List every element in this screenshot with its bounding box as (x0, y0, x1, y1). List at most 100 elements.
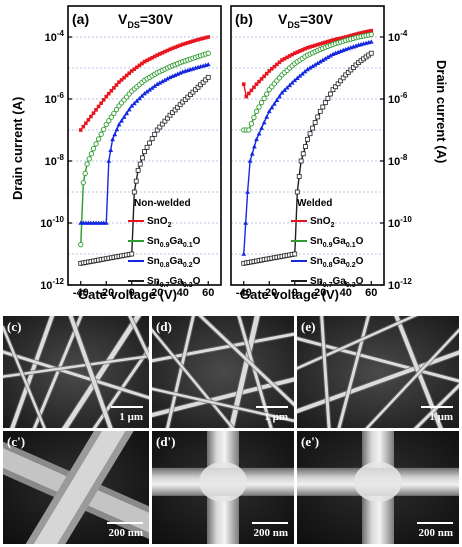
data-point (114, 83, 119, 87)
sem-micrograph-4: (c') 200 nm (3, 431, 149, 544)
data-point (247, 158, 253, 163)
data-point (356, 31, 361, 36)
data-point (251, 114, 257, 121)
data-point (279, 90, 285, 95)
data-point (348, 67, 354, 73)
data-point (353, 62, 359, 68)
data-point (331, 38, 335, 42)
data-point (177, 70, 183, 75)
data-point (300, 151, 306, 157)
data-point (198, 37, 203, 41)
data-point (259, 125, 264, 130)
series-SnO2 (241, 28, 374, 99)
series-Sn0.7Ga0.3O (78, 74, 211, 266)
nanofiber (297, 316, 418, 370)
y-tick-label: 10-12 (388, 277, 412, 292)
data-point (180, 42, 185, 47)
data-point (322, 56, 328, 61)
data-point (86, 118, 91, 122)
data-point (165, 48, 170, 53)
y-ticks-b: 10-12 10-10 10-8 10-6 10-4 (380, 29, 412, 292)
data-point (106, 158, 112, 163)
scale-bar-label: 1 μm (429, 411, 453, 423)
y-ticks-a: 10-12 10-10 10-8 10-6 10-4 (40, 29, 72, 292)
y-tick-label: 10-8 (45, 153, 65, 168)
data-point (86, 156, 92, 162)
data-point (266, 108, 272, 114)
legend-entry: Sn0.8Ga0.2O (310, 256, 364, 269)
data-point (126, 107, 132, 112)
data-point (147, 140, 153, 146)
y-axis-title-a: Drain current (A) (10, 97, 25, 200)
data-point (108, 147, 114, 152)
data-point (267, 69, 272, 73)
data-point (335, 81, 341, 87)
data-point (142, 59, 147, 64)
legend-entry: Sn0.9Ga0.1O (147, 236, 201, 249)
data-point (305, 45, 310, 50)
data-point (129, 251, 135, 257)
data-point (320, 57, 326, 62)
data-point (124, 110, 130, 116)
x-ticks-a: -40 -20 0 20 40 60 (73, 281, 214, 299)
data-point (305, 136, 310, 142)
data-point (149, 85, 155, 90)
data-point (341, 35, 345, 40)
data-point (205, 50, 211, 56)
data-point (351, 33, 356, 37)
data-point (300, 48, 305, 52)
x-tick-label: -20 (261, 287, 277, 299)
data-point (127, 71, 131, 76)
y-tick-label: 10-10 (40, 215, 64, 230)
y-tick-label: 10-4 (45, 29, 65, 44)
data-point (117, 80, 121, 84)
data-point (84, 121, 88, 126)
welded-junction (199, 461, 247, 502)
data-point (241, 251, 247, 256)
legend-entry: Sn0.7Ga0.3O (147, 276, 201, 289)
sem-micrograph-5: (d') 200 nm (152, 431, 294, 544)
legend-title: Welded (297, 198, 332, 209)
x-tick-label: -20 (98, 287, 114, 299)
plot-frame-b (230, 5, 385, 286)
data-point (249, 88, 254, 93)
data-point (165, 76, 170, 81)
data-point (275, 62, 279, 67)
data-point (112, 86, 116, 90)
data-point (246, 127, 252, 133)
data-point (338, 78, 344, 84)
data-point (193, 87, 198, 93)
data-point (312, 120, 318, 125)
data-point (350, 65, 356, 70)
data-point (187, 92, 193, 98)
nanofiber (62, 316, 142, 428)
data-point (152, 131, 158, 137)
data-point (354, 32, 358, 36)
data-point (285, 55, 289, 60)
data-point (152, 83, 158, 88)
micrograph-label: (c') (7, 434, 25, 449)
chart-panel-a: -40 -20 0 20 40 60 10-12 10-10 10-8 10-6 10-4 (a)… (10, 5, 222, 302)
series-Sn0.8Ga0.2O (78, 61, 211, 225)
data-point (152, 54, 157, 59)
x-tick-label: 0 (129, 287, 135, 299)
data-point (162, 118, 168, 124)
x-tick-label: -40 (73, 287, 89, 299)
nanofiber (198, 316, 294, 407)
data-point (313, 43, 317, 48)
data-point (264, 114, 270, 119)
data-point (135, 167, 141, 173)
data-point (165, 115, 170, 121)
data-point (119, 118, 124, 123)
data-point (122, 75, 126, 80)
data-point (333, 37, 338, 42)
series-line (80, 36, 209, 131)
data-point (167, 112, 173, 118)
x-tick-label: 60 (202, 287, 214, 299)
x-tick-label: 40 (177, 287, 189, 299)
micrograph-label: (c) (7, 319, 21, 334)
data-point (274, 97, 280, 102)
data-point (310, 63, 315, 69)
data-point (182, 97, 188, 102)
nanofiber (152, 328, 235, 428)
